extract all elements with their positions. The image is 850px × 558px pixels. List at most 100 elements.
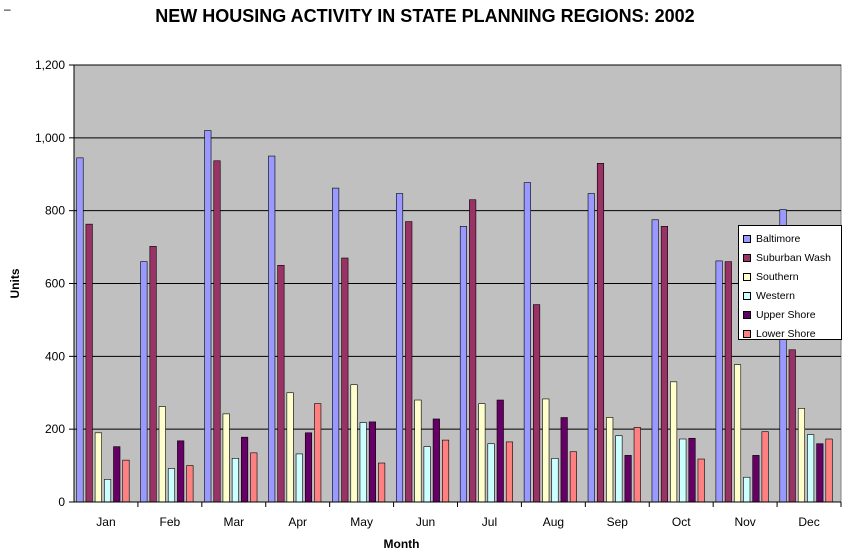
bar-lower-shore-apr <box>314 403 322 503</box>
x-tick-label: Sep <box>607 515 629 529</box>
legend-item: Western <box>743 286 837 305</box>
bar-western-mar <box>231 457 239 503</box>
bar-upper-shore-jan <box>113 446 121 503</box>
bar-lower-shore-mar <box>250 452 258 503</box>
axes <box>69 64 842 507</box>
legend-label: Baltimore <box>756 232 801 245</box>
bar-baltimore-may <box>332 187 340 503</box>
bar-upper-shore-feb <box>177 440 185 503</box>
x-tick-label: Oct <box>672 515 691 529</box>
bar-southern-feb <box>158 406 166 503</box>
legend-label: Lower Shore <box>756 327 816 340</box>
bar-baltimore-feb <box>140 261 148 503</box>
bar-western-jan <box>104 479 112 503</box>
bar-lower-shore-feb <box>186 465 194 503</box>
bar-baltimore-jul <box>459 226 468 503</box>
bar-upper-shore-nov <box>752 455 760 503</box>
corner-mark: – <box>4 2 11 16</box>
bar-western-oct <box>679 438 687 503</box>
bar-baltimore-jun <box>395 193 404 503</box>
bar-suburban-wash-jun <box>405 221 413 503</box>
bar-southern-sep <box>606 417 614 503</box>
y-tick-label: 1,000 <box>35 131 65 145</box>
bar-southern-nov <box>733 364 742 503</box>
bar-southern-jan <box>94 432 102 503</box>
legend-swatch <box>743 272 751 281</box>
bar-baltimore-apr <box>268 155 276 503</box>
x-tick-label: Apr <box>288 515 307 529</box>
legend-item: Upper Shore <box>743 305 837 324</box>
y-tick-label: 200 <box>45 422 65 436</box>
legend-item: Suburban Wash <box>743 248 837 267</box>
bar-upper-shore-apr <box>304 432 313 503</box>
bar-suburban-wash-dec <box>788 349 796 503</box>
tick-labels: 0 200 400 600 800 1,000 1,200 Jan Feb Mar Apr May Ju… <box>35 58 820 529</box>
x-tick-label: Nov <box>734 515 755 529</box>
x-tick-label: May <box>350 515 373 529</box>
bar-upper-shore-aug <box>560 417 568 503</box>
bar-lower-shore-oct <box>697 458 705 503</box>
y-tick-label: 1,200 <box>35 58 65 72</box>
bar-lower-shore-nov <box>761 431 769 503</box>
bar-upper-shore-jul <box>496 399 504 503</box>
bar-upper-shore-may <box>368 421 376 503</box>
bar-lower-shore-jul <box>505 441 514 503</box>
bar-upper-shore-dec <box>816 443 824 503</box>
bar-suburban-wash-jul <box>469 199 477 503</box>
legend-swatch <box>743 253 751 262</box>
bar-lower-shore-dec <box>825 438 833 503</box>
y-tick-label: 0 <box>58 495 65 509</box>
bar-suburban-wash-sep <box>596 163 605 503</box>
bar-upper-shore-jun <box>432 418 440 503</box>
bar-western-dec <box>807 434 815 503</box>
bar-southern-apr <box>286 392 294 503</box>
bar-upper-shore-oct <box>688 437 696 503</box>
legend-label: Suburban Wash <box>756 251 831 264</box>
legend-swatch <box>743 234 751 243</box>
x-tick-label: Feb <box>160 515 181 529</box>
bar-suburban-wash-mar <box>213 160 221 503</box>
bar-lower-shore-may <box>378 462 386 503</box>
bar-southern-jun <box>414 399 422 503</box>
bar-baltimore-nov <box>715 260 723 503</box>
legend: Baltimore Suburban Wash Southern Western Upp… <box>738 225 842 340</box>
legend-item: Lower Shore <box>743 324 837 343</box>
bar-upper-shore-sep <box>624 455 632 503</box>
bar-suburban-wash-oct <box>660 226 668 503</box>
bar-suburban-wash-jan <box>85 223 93 503</box>
bar-suburban-wash-nov <box>724 261 732 503</box>
y-tick-label: 400 <box>45 349 65 363</box>
legend-item: Southern <box>743 267 837 286</box>
bar-baltimore-aug <box>523 182 531 503</box>
bar-western-nov <box>743 476 751 503</box>
bar-western-feb <box>167 468 176 503</box>
bar-western-sep <box>615 435 623 503</box>
y-tick-label: 600 <box>45 277 65 291</box>
legend-label: Southern <box>756 270 799 283</box>
bar-suburban-wash-may <box>341 257 349 503</box>
x-tick-label: Dec <box>798 515 819 529</box>
bars <box>76 130 833 503</box>
bar-suburban-wash-feb <box>149 246 157 503</box>
x-tick-label: Jun <box>416 515 435 529</box>
legend-item: Baltimore <box>743 229 837 248</box>
bar-southern-may <box>350 384 358 503</box>
bar-suburban-wash-apr <box>277 264 285 503</box>
legend-swatch <box>743 329 751 338</box>
bar-western-aug <box>551 457 559 503</box>
bar-western-jul <box>487 443 495 503</box>
bar-suburban-wash-aug <box>533 304 541 503</box>
legend-label: Upper Shore <box>756 308 816 321</box>
x-tick-label: Jul <box>482 515 497 529</box>
bar-western-apr <box>295 453 303 503</box>
legend-label: Western <box>756 289 795 302</box>
bar-southern-oct <box>670 381 678 503</box>
bar-western-jun <box>423 446 431 503</box>
bar-lower-shore-jan <box>122 459 130 503</box>
x-tick-label: Mar <box>223 515 244 529</box>
bar-lower-shore-aug <box>569 451 577 503</box>
bar-lower-shore-sep <box>633 427 641 503</box>
bar-southern-dec <box>797 408 805 503</box>
y-axis-title: Units <box>8 268 22 298</box>
